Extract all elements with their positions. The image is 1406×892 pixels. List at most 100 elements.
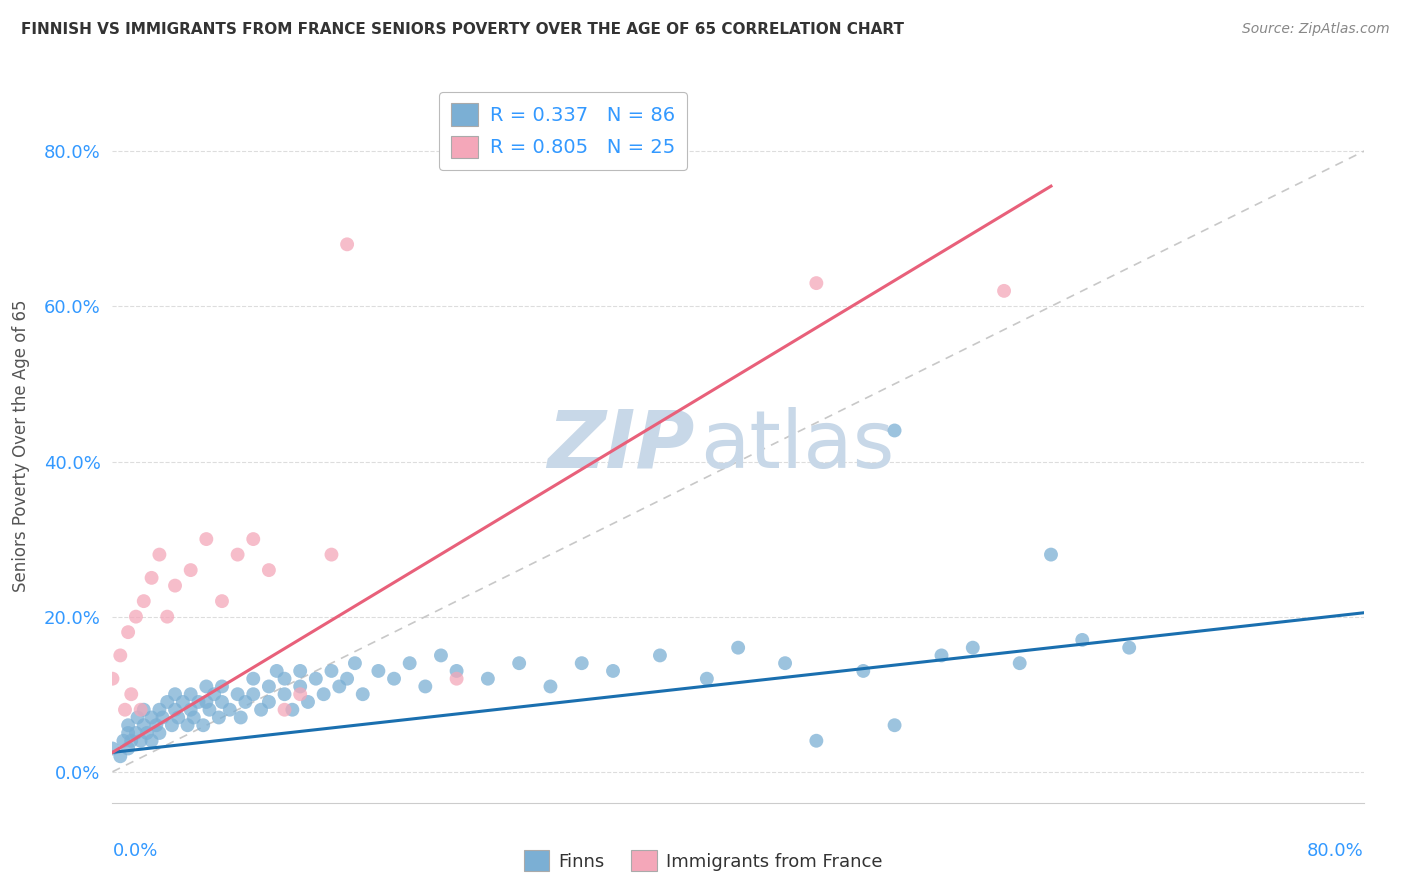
Point — [297, 695, 319, 709]
Point — [132, 594, 155, 608]
Point — [132, 703, 155, 717]
Point — [110, 749, 132, 764]
Point — [727, 640, 749, 655]
Point — [477, 672, 499, 686]
Point — [125, 609, 148, 624]
Point — [321, 664, 343, 678]
Point — [208, 710, 231, 724]
Point — [148, 548, 170, 562]
Point — [242, 672, 264, 686]
Point — [571, 656, 593, 670]
Point — [198, 703, 221, 717]
Point — [156, 609, 179, 624]
Point — [257, 563, 280, 577]
Point — [202, 687, 225, 701]
Point — [145, 718, 167, 732]
Point — [129, 703, 152, 717]
Text: 0.0%: 0.0% — [112, 842, 157, 860]
Point — [281, 703, 304, 717]
Point — [883, 424, 905, 438]
Point — [696, 672, 718, 686]
Text: Source: ZipAtlas.com: Source: ZipAtlas.com — [1241, 22, 1389, 37]
Point — [508, 656, 530, 670]
Point — [257, 680, 280, 694]
Point — [163, 579, 186, 593]
Point — [195, 532, 218, 546]
Point — [117, 625, 139, 640]
Point — [226, 548, 249, 562]
Point — [305, 672, 328, 686]
Point — [163, 703, 186, 717]
Point — [430, 648, 453, 663]
Point — [806, 733, 828, 747]
Point — [1071, 632, 1094, 647]
Point — [112, 733, 135, 747]
Point — [273, 703, 295, 717]
Point — [1039, 548, 1063, 562]
Point — [398, 656, 420, 670]
Point — [101, 741, 124, 756]
Point — [446, 664, 468, 678]
Point — [290, 680, 312, 694]
Point — [242, 687, 264, 701]
Point — [127, 710, 149, 724]
Point — [773, 656, 796, 670]
Point — [163, 687, 186, 701]
Point — [156, 695, 179, 709]
Point — [180, 703, 202, 717]
Point — [648, 648, 671, 663]
Point — [993, 284, 1015, 298]
Point — [180, 563, 202, 577]
Point — [367, 664, 389, 678]
Point — [114, 703, 136, 717]
Point — [110, 648, 132, 663]
Point — [290, 687, 312, 701]
Text: atlas: atlas — [700, 407, 896, 485]
Point — [120, 687, 142, 701]
Point — [806, 276, 828, 290]
Point — [229, 710, 252, 724]
Point — [195, 695, 218, 709]
Text: 80.0%: 80.0% — [1308, 842, 1364, 860]
Point — [852, 664, 875, 678]
Point — [211, 594, 233, 608]
Point — [446, 672, 468, 686]
Point — [141, 571, 163, 585]
Point — [187, 695, 209, 709]
Point — [176, 718, 198, 732]
Point — [242, 532, 264, 546]
Point — [211, 680, 233, 694]
Point — [129, 733, 152, 747]
Point — [132, 718, 155, 732]
Point — [120, 733, 142, 747]
Legend: Finns, Immigrants from France: Finns, Immigrants from France — [516, 843, 890, 879]
Point — [193, 718, 215, 732]
Point — [602, 664, 624, 678]
Point — [312, 687, 335, 701]
Point — [250, 703, 273, 717]
Point — [931, 648, 953, 663]
Point — [382, 672, 405, 686]
Point — [290, 664, 312, 678]
Point — [1008, 656, 1031, 670]
Point — [343, 656, 366, 670]
Point — [101, 672, 124, 686]
Point — [321, 548, 343, 562]
Point — [211, 695, 233, 709]
Point — [117, 741, 139, 756]
Point — [152, 710, 174, 724]
Point — [328, 680, 350, 694]
Point — [167, 710, 190, 724]
Point — [125, 726, 148, 740]
Point — [883, 718, 905, 732]
Point — [148, 726, 170, 740]
Text: ZIP: ZIP — [547, 407, 695, 485]
Point — [160, 718, 183, 732]
Point — [266, 664, 288, 678]
Point — [117, 718, 139, 732]
Point — [183, 710, 205, 724]
Point — [540, 680, 562, 694]
Legend: R = 0.337   N = 86, R = 0.805   N = 25: R = 0.337 N = 86, R = 0.805 N = 25 — [439, 92, 686, 169]
Point — [336, 237, 359, 252]
Point — [235, 695, 257, 709]
